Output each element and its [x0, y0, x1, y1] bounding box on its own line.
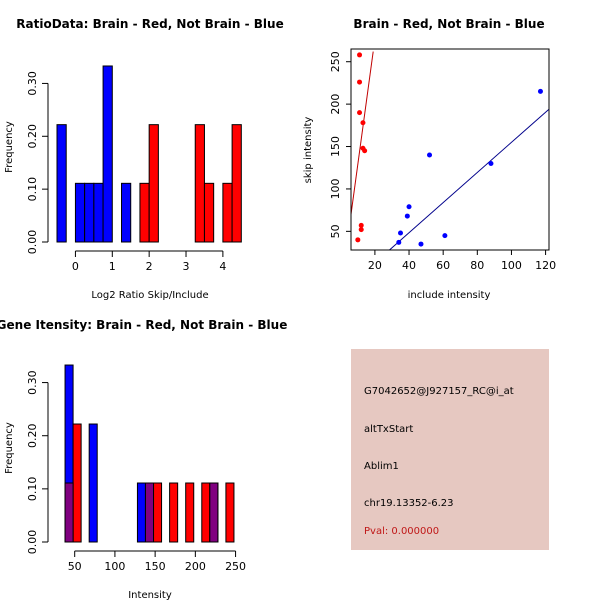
- scatter-ylabel: skip intensity: [303, 117, 314, 184]
- hist-bar-brain-3: [153, 482, 163, 543]
- y-tick-label: 50: [329, 224, 342, 238]
- fit-line-not-brain: [388, 108, 549, 250]
- probe-id: G7042652@J927157_RC@i_at: [364, 386, 514, 397]
- scatter-point-not-brain-5: [427, 152, 433, 158]
- x-tick-label: 3: [183, 260, 190, 273]
- ratio-hist-ylabel: Frequency: [4, 121, 15, 173]
- scatter-point-not-brain-7: [488, 160, 494, 166]
- fit-line-brain: [351, 51, 374, 215]
- gene-intensity-histogram: 50 100 150 200 250 0.00 0.10 0.20 0.30: [26, 364, 246, 573]
- x-tick-label: 2: [146, 260, 153, 273]
- x-tick-label: 250: [225, 560, 246, 573]
- hist-bar-brain-4: [169, 482, 179, 543]
- hist-bar-brain-4: [222, 182, 233, 243]
- hist-bar-brain-5: [231, 124, 242, 243]
- scatter-point-brain-5: [358, 227, 364, 233]
- scatter-point-brain-2: [357, 52, 363, 58]
- x-tick-label: 100: [501, 259, 522, 272]
- ratio-histogram: 0 1 2 3 4 0.00 0.10 0.20 0.30: [26, 65, 242, 273]
- x-tick-label: 100: [104, 560, 125, 573]
- x-tick-label: 20: [368, 259, 382, 272]
- x-tick-label: 120: [535, 259, 556, 272]
- y-tick-label: 0.00: [26, 530, 39, 555]
- x-tick-label: 50: [68, 560, 82, 573]
- x-tick-label: 0: [72, 260, 79, 273]
- x-tick-label: 200: [185, 560, 206, 573]
- scatter-point-not-brain-8: [537, 88, 543, 94]
- hist-bar-brain-8: [225, 482, 235, 543]
- plot-frame: [350, 48, 550, 251]
- scatter-point-brain-4: [358, 222, 364, 228]
- hist-bar-overlap: [64, 482, 74, 543]
- gene-hist-title: Gene Itensity: Brain - Red, Not Brain - …: [0, 318, 287, 332]
- y-tick-label: 0.10: [26, 477, 39, 502]
- hist-bar-not-brain-2: [84, 182, 95, 243]
- y-tick-label: 200: [329, 94, 342, 115]
- gene-name: Ablim1: [364, 461, 399, 472]
- y-tick-label: 0.10: [26, 177, 39, 202]
- hist-bar-overlap: [144, 482, 155, 543]
- y-tick-label: 0.00: [26, 230, 39, 255]
- scatter-point-not-brain-6: [442, 233, 448, 239]
- x-tick-label: 40: [402, 259, 416, 272]
- hist-bar-brain-1: [72, 423, 82, 543]
- scatter-point-brain-0: [355, 237, 361, 243]
- y-tick-label: 0.20: [26, 423, 39, 448]
- hist-bar-brain-1: [148, 124, 159, 243]
- info-panel: G7042652@J927157_RC@i_at altTxStart Abli…: [351, 349, 549, 550]
- y-tick-label: 0.30: [26, 71, 39, 96]
- y-tick-label: 100: [329, 178, 342, 199]
- pval-label: Pval: 0.000000: [364, 526, 440, 537]
- y-tick-label: 0.20: [26, 124, 39, 149]
- hist-bar-not-brain-0: [56, 124, 67, 243]
- hist-bar-not-brain-1: [74, 182, 86, 243]
- scatter-point-brain-8: [362, 148, 368, 154]
- hist-bar-brain-3: [203, 182, 215, 243]
- x-tick-label: 150: [145, 560, 166, 573]
- scatter-point-not-brain-1: [398, 230, 403, 236]
- event-type: altTxStart: [364, 424, 414, 435]
- hist-bar-not-brain-5: [121, 182, 132, 243]
- hist-bar-not-brain-3: [93, 182, 104, 243]
- scatter-xlabel: include intensity: [408, 290, 491, 301]
- intensity-scatter: 20 40 60 80 100 120 50 100 150 200 250: [329, 48, 556, 272]
- hist-bar-overlap: [209, 482, 219, 543]
- x-tick-label: 4: [219, 260, 226, 273]
- x-tick-label: 1: [109, 260, 116, 273]
- scatter-point-brain-7: [360, 120, 366, 126]
- gene-hist-ylabel: Frequency: [4, 422, 15, 474]
- scatter-point-not-brain-4: [418, 241, 424, 247]
- ratio-hist-xlabel: Log2 Ratio Skip/Include: [91, 290, 208, 301]
- scatter-title: Brain - Red, Not Brain - Blue: [353, 17, 544, 31]
- x-tick-label: 60: [436, 259, 450, 272]
- hist-bar-brain-2: [194, 124, 205, 243]
- gene-hist-xlabel: Intensity: [128, 590, 172, 600]
- hist-bar-not-brain-4: [102, 65, 113, 243]
- y-tick-label: 150: [329, 136, 342, 157]
- hist-bar-brain-6: [201, 482, 211, 543]
- scatter-point-not-brain-2: [404, 213, 410, 219]
- scatter-point-not-brain-0: [396, 239, 402, 245]
- chromosome-location: chr19.13352-6.23: [364, 498, 454, 509]
- x-tick-label: 80: [470, 259, 484, 272]
- hist-bar-brain-0: [139, 182, 150, 243]
- hist-bar-not-brain-2: [136, 482, 146, 543]
- y-tick-label: 250: [329, 51, 342, 72]
- ratio-hist-title: RatioData: Brain - Red, Not Brain - Blue: [16, 17, 283, 31]
- scatter-point-brain-1: [357, 110, 363, 116]
- scatter-point-not-brain-3: [406, 204, 412, 210]
- hist-bar-not-brain-1: [88, 423, 98, 543]
- y-tick-label: 0.30: [26, 370, 39, 395]
- hist-bar-brain-5: [185, 482, 195, 543]
- scatter-point-brain-3: [357, 79, 363, 85]
